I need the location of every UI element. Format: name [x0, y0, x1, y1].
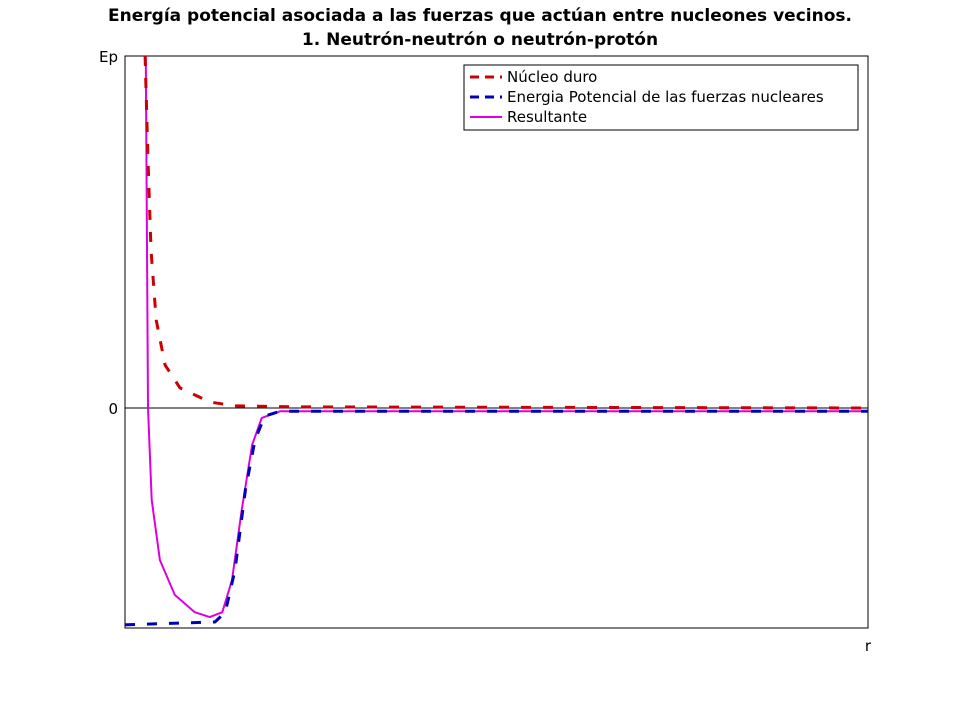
chart-subtitle: 1. Neutrón-neutrón o neutrón-protón [302, 30, 658, 50]
series-group [124, 55, 869, 627]
y-axis-label: Ep [99, 48, 118, 66]
series-line-2 [144, 55, 868, 619]
chart-title: Energía potencial asociada a las fuerzas… [108, 6, 852, 26]
y-tick-label: 0 [108, 400, 118, 418]
legend-box [463, 64, 859, 131]
plot-area [124, 55, 869, 629]
legend-label-nucleo-duro: Núcleo duro [507, 68, 597, 86]
legend-label-resultante: Resultante [507, 108, 587, 126]
legend-label-energia-nuclear: Energia Potencial de las fuerzas nuclear… [507, 88, 824, 106]
legend: Núcleo duro Energia Potencial de las fue… [463, 64, 859, 131]
x-axis-label: r [865, 637, 872, 655]
series-line-1 [124, 409, 868, 627]
